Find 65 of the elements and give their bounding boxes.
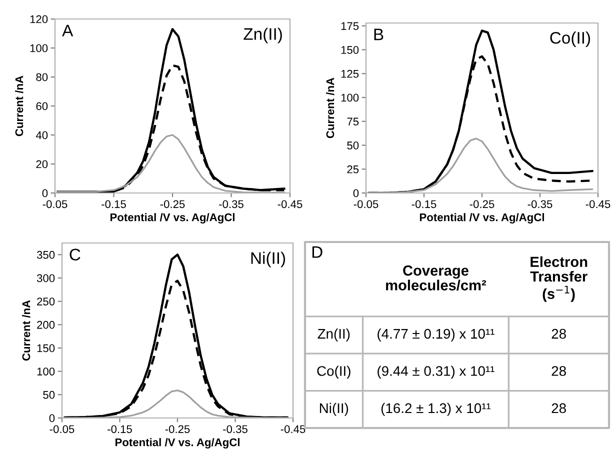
line-series — [57, 134, 285, 193]
chart-title: B — [374, 28, 384, 40]
y-tick-label: 40 — [36, 131, 48, 140]
y-tick-label: 0 — [49, 414, 55, 422]
x-tick-label: -0.15 — [108, 425, 132, 434]
x-tick-label: -0.45 — [280, 425, 306, 434]
y-tick-label: 75 — [347, 118, 359, 126]
chart-subtitle: Co(II) — [550, 32, 590, 48]
y-tick-label: 300 — [36, 274, 55, 282]
y-tick-label: 250 — [37, 298, 55, 306]
y-tick-label: 100 — [37, 368, 55, 376]
y-tick-label: 120 — [30, 15, 48, 24]
x-axis-title: Potential /V vs. Ag/AgCl — [420, 213, 544, 224]
x-tick-label: -0.15 — [412, 200, 436, 208]
text: (9.44 ± 0.31) x 10¹¹ — [378, 366, 494, 379]
x-tick-label: -0.45 — [278, 200, 302, 208]
y-tick-label: 125 — [341, 70, 359, 78]
y-tick-label: 200 — [37, 320, 55, 329]
y-tick-label: 60 — [36, 102, 48, 110]
y-tick-label: 80 — [36, 73, 48, 82]
y-axis-title: Current /nA — [326, 78, 334, 138]
y-tick-label: 100 — [30, 44, 48, 52]
line-series — [368, 138, 594, 193]
line-series — [64, 390, 288, 418]
text: Zn(II) — [318, 328, 350, 342]
y-axis-title: Current /nA — [14, 76, 24, 136]
y-axis-title: Current /nA — [22, 300, 30, 361]
text: (16.2 ± 1.3) x 10¹¹ — [381, 402, 491, 416]
x-axis-title: Potential /V vs. Ag/AgCl — [115, 438, 240, 448]
x-tick-label: -0.25 — [470, 200, 494, 208]
y-tick-label: 0 — [42, 189, 48, 198]
chart-title: C — [70, 248, 80, 260]
y-tick-label: 50 — [43, 390, 55, 399]
y-tick-label: 175 — [341, 22, 359, 30]
y-tick-label: 0 — [353, 189, 359, 198]
x-tick-label: -0.25 — [160, 200, 185, 208]
chart-title: A — [62, 24, 74, 36]
text: D — [312, 246, 322, 258]
x-axis-title: Potential /V vs. Ag/AgCl — [110, 213, 234, 224]
x-tick-label: -0.35 — [528, 200, 552, 208]
y-tick-label: 25 — [347, 165, 359, 174]
x-tick-label: -0.35 — [223, 425, 248, 434]
chart-subtitle: Zn(II) — [244, 28, 282, 44]
x-tick-label: -0.35 — [219, 200, 244, 208]
x-tick-label: -0.25 — [165, 425, 190, 434]
text: (4.77 ± 0.19) x 10¹¹ — [378, 328, 494, 342]
text: Co(II) — [317, 366, 350, 379]
text: 28 — [552, 328, 566, 339]
y-tick-label: 20 — [36, 160, 48, 168]
x-tick-label: -0.15 — [102, 200, 126, 208]
x-tick-label: -0.05 — [42, 200, 68, 208]
text: Electron Transfer (s$^{−1}$) — [530, 256, 588, 302]
y-tick-label: 100 — [341, 94, 359, 102]
chart-subtitle: Ni(II) — [251, 252, 286, 268]
x-tick-label: -0.45 — [586, 200, 610, 208]
text: 28 — [552, 403, 566, 414]
y-tick-label: 50 — [347, 142, 359, 150]
text: Ni(II) — [320, 402, 348, 416]
y-tick-label: 150 — [341, 46, 359, 54]
text: 28 — [552, 366, 566, 376]
y-tick-label: 350 — [36, 250, 55, 259]
y-tick-label: 150 — [37, 344, 55, 352]
x-tick-label: -0.05 — [50, 425, 74, 434]
x-tick-label: -0.05 — [354, 200, 378, 208]
text: Coverage molecules/cm² — [386, 265, 486, 291]
